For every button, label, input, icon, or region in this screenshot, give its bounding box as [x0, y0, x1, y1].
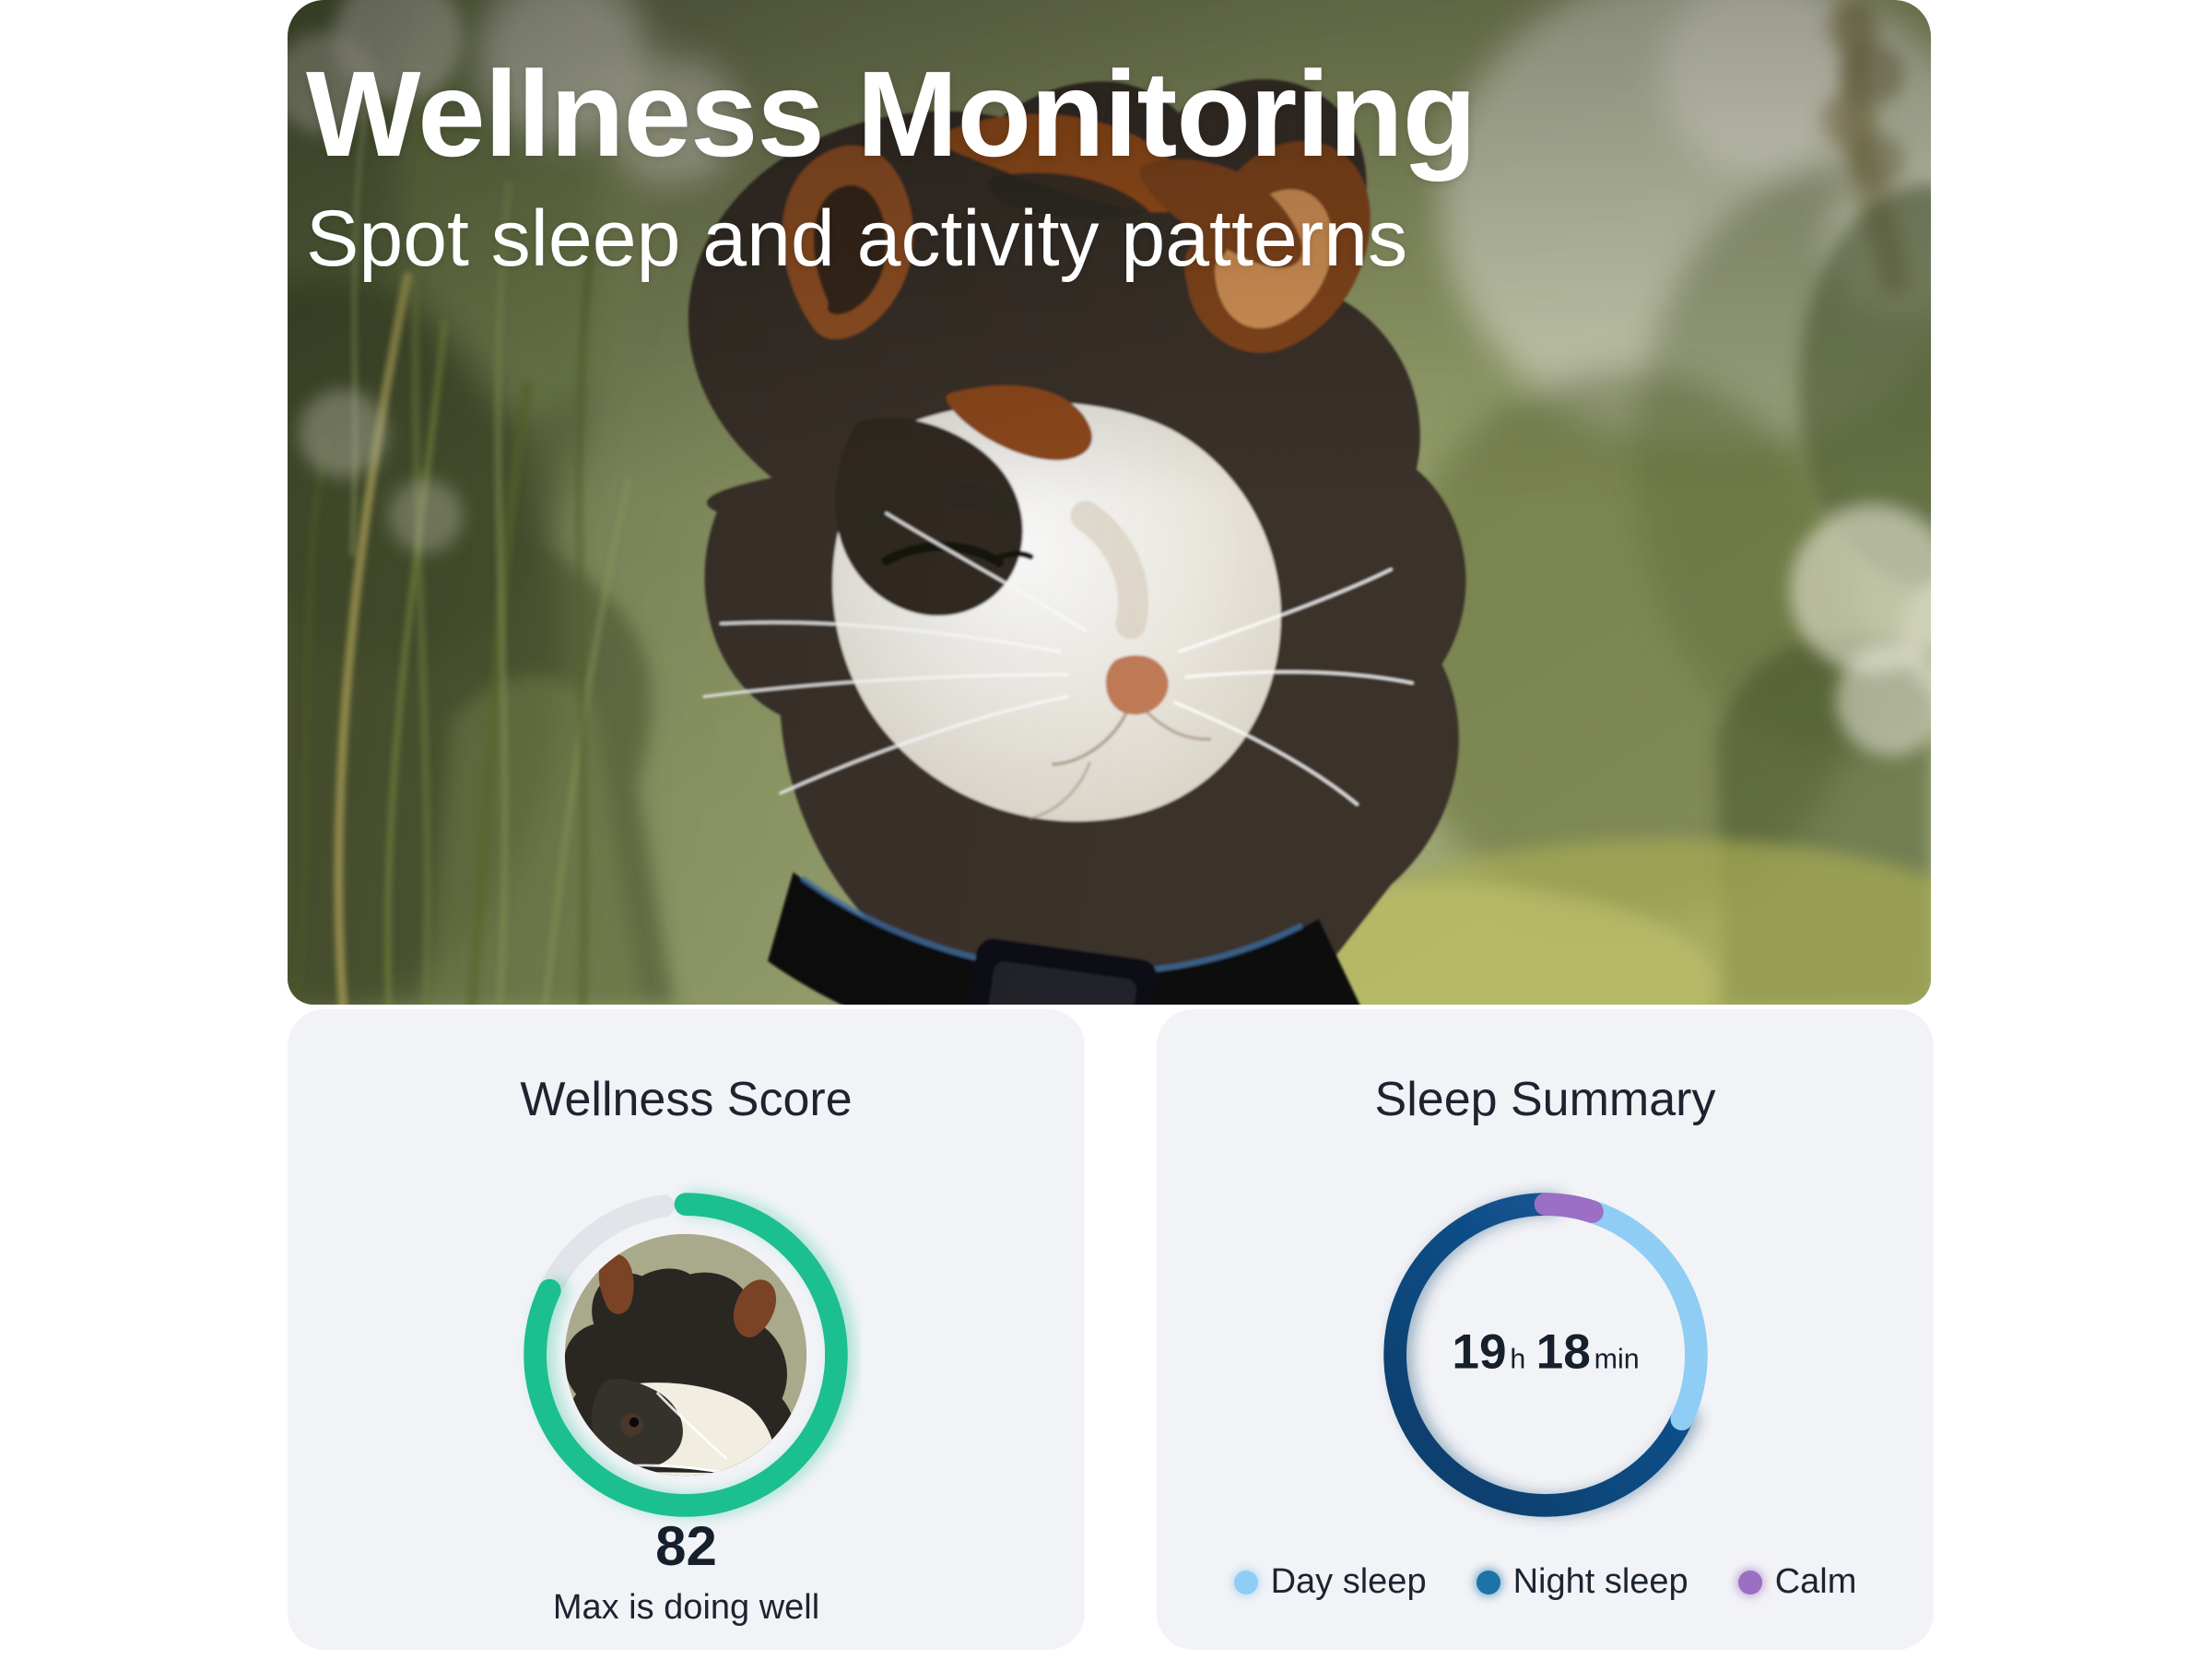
- svg-text:19h18min: 19 h 18 min: [1452, 1324, 1639, 1379]
